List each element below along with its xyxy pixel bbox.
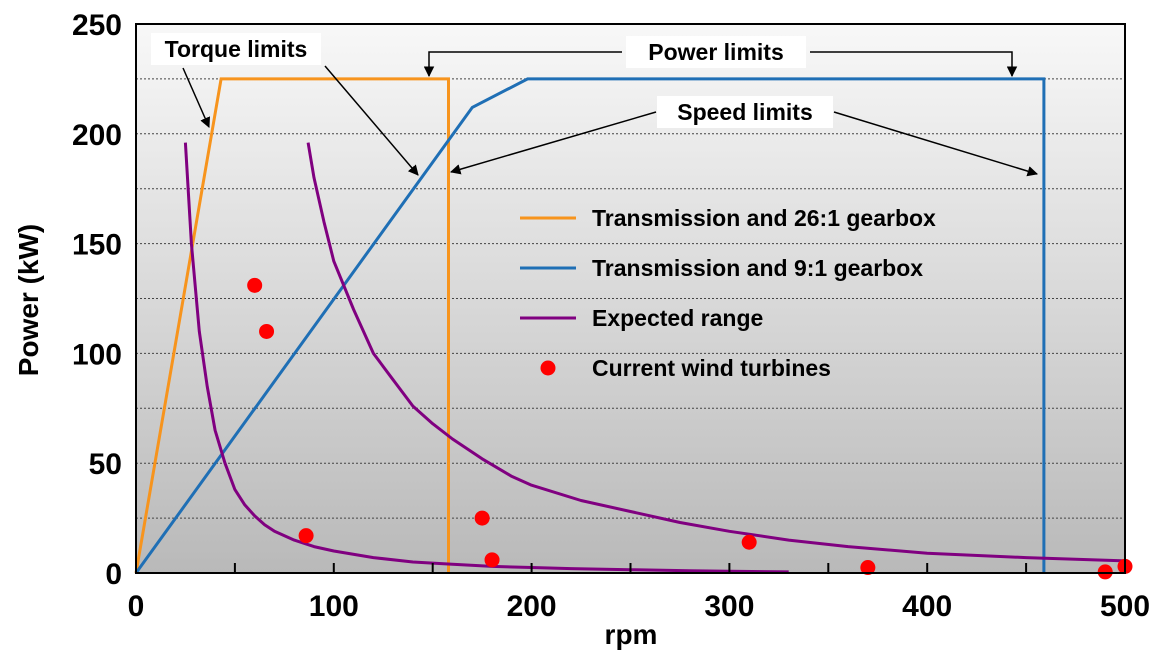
scatter-point-wind-turbine (247, 277, 263, 293)
torque-limits-arrow-left (182, 67, 210, 128)
power-limits-arrow-right (810, 51, 1018, 78)
y-tick-label: 200 (72, 119, 122, 152)
x-tick-label: 300 (704, 590, 754, 623)
scatter-point-wind-turbine (741, 534, 757, 550)
annotation-power-limits-box (626, 36, 806, 68)
x-tick-label: 200 (507, 590, 557, 623)
scatter-point-wind-turbine (259, 323, 275, 339)
series-line-26-1-gearbox (134, 77, 450, 574)
annotation-speed-limits-box (657, 96, 833, 128)
x-tick-label: 400 (902, 590, 952, 623)
legend-label: Current wind turbines (592, 355, 831, 381)
expected-range-curve (306, 142, 1126, 563)
y-tick-label: 250 (72, 9, 122, 42)
legend-label: Expected range (592, 305, 763, 331)
axis-ticks: 0 100 200 300 400 500 0 50 100 150 200 250 (72, 9, 1150, 623)
scatter-point-wind-turbine (860, 560, 876, 576)
x-tick-label: 500 (1100, 590, 1150, 623)
x-tick-label: 100 (309, 590, 359, 623)
x-axis-title: rpm (605, 619, 658, 650)
series-line-9-1-gearbox (134, 77, 1046, 574)
legend: Transmission and 26:1 gearbox Transmissio… (520, 205, 936, 381)
y-axis-title: Power (kW) (13, 224, 44, 376)
expected-range-curve (183, 142, 789, 574)
speed-limits-arrow-right (833, 111, 1039, 177)
series-layer (134, 77, 1133, 580)
y-tick-label: 0 (105, 558, 122, 591)
annotation-torque-limits: Torque limits (165, 36, 308, 62)
speed-limits-arrow-left (449, 111, 657, 175)
torque-limits-arrow-right (324, 65, 419, 176)
power-limits-arrow-left (423, 51, 622, 78)
legend-marker (540, 360, 556, 376)
x-tick-label: 0 (128, 590, 145, 623)
annotation-speed-limits: Speed limits (677, 99, 812, 125)
scatter-point-wind-turbine (474, 510, 490, 526)
annotations: Torque limits Power limits Speed limits (151, 33, 1039, 177)
legend-label: Transmission and 26:1 gearbox (592, 205, 936, 231)
annotation-power-limits: Power limits (648, 39, 783, 65)
scatter-point-wind-turbine (298, 528, 314, 544)
y-tick-label: 50 (89, 448, 122, 481)
y-tick-label: 150 (72, 229, 122, 262)
annotation-torque-limits-box (151, 33, 321, 65)
scatter-point-wind-turbine (1097, 564, 1113, 580)
scatter-point-wind-turbine (484, 552, 500, 568)
y-tick-label: 100 (72, 338, 122, 371)
legend-label: Transmission and 9:1 gearbox (592, 255, 923, 281)
